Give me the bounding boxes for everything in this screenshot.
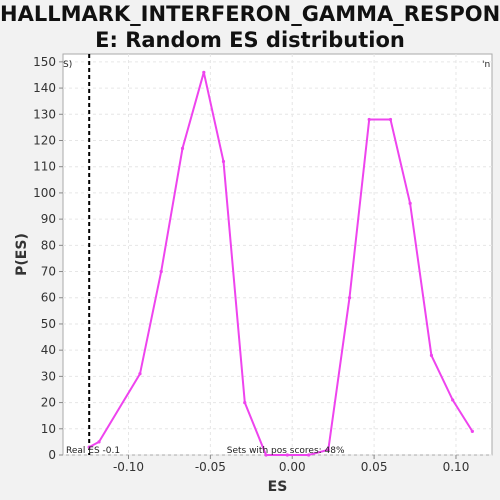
data-point (243, 401, 246, 404)
y-tick-label: 10 (41, 422, 56, 436)
y-tick-label: 120 (33, 133, 56, 147)
y-tick-label: 130 (33, 107, 56, 121)
data-point (389, 118, 392, 121)
data-point (471, 430, 474, 433)
x-tick-label: 0.05 (361, 460, 388, 474)
data-point (348, 296, 351, 299)
y-tick-label: 60 (41, 291, 56, 305)
y-tick-label: 50 (41, 317, 56, 331)
x-tick-label: 0.10 (443, 460, 470, 474)
x-tick-label: -0.05 (195, 460, 226, 474)
y-tick-label: 100 (33, 186, 56, 200)
pos-scores-annotation: Sets with pos scores: 48% (227, 446, 345, 456)
x-tick-label: 0.00 (279, 460, 306, 474)
data-point (451, 398, 454, 401)
y-axis-title: P(ES) (14, 233, 30, 276)
data-point (430, 354, 433, 357)
y-tick-label: 80 (41, 238, 56, 252)
y-axis: 0 10 20 30 40 50 60 70 80 90 100 110 120 130 140 150 (33, 55, 63, 462)
data-point (160, 270, 163, 273)
data-point (181, 147, 184, 150)
x-tick-label: -0.10 (113, 460, 144, 474)
data-point (368, 118, 371, 121)
y-tick-label: 150 (33, 55, 56, 69)
data-point (222, 160, 225, 163)
x-axis-title: ES (268, 479, 288, 495)
data-point (138, 372, 141, 375)
y-tick-label: 110 (33, 160, 56, 174)
data-point (202, 71, 205, 74)
y-tick-label: 30 (41, 369, 56, 383)
real-es-label: Real ES -0.1 (66, 446, 120, 456)
y-tick-label: 40 (41, 343, 56, 357)
left-corner-label: S) (63, 60, 72, 70)
x-axis: -0.10 -0.05 0.00 0.05 0.10 (113, 455, 469, 474)
y-tick-label: 0 (48, 448, 56, 462)
data-point (97, 440, 100, 443)
y-tick-label: 20 (41, 396, 56, 410)
right-corner-label: 'n (482, 60, 490, 70)
y-tick-label: 90 (41, 212, 56, 226)
y-tick-label: 70 (41, 265, 56, 279)
y-tick-label: 140 (33, 81, 56, 95)
data-point (409, 202, 412, 205)
